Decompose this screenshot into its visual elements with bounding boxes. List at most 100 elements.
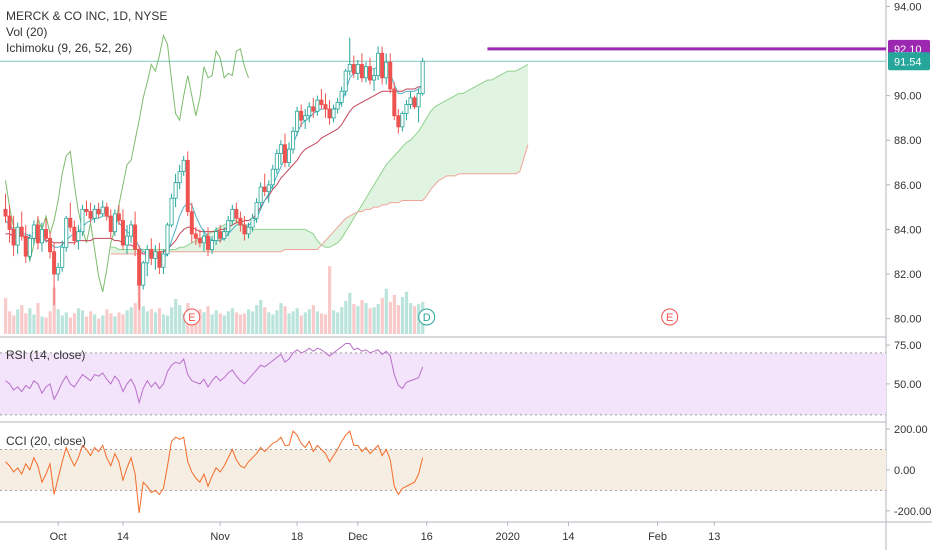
symbol-label[interactable]: MERCK & CO INC, 1D, NYSE — [6, 9, 168, 23]
candle-body — [412, 97, 417, 108]
rsi-band — [0, 352, 886, 415]
volume-bar — [170, 307, 174, 334]
volume-bar — [206, 306, 210, 334]
candle-body — [226, 220, 231, 233]
candle-body — [258, 186, 263, 204]
candle-body — [286, 148, 291, 163]
candle-body — [250, 217, 255, 228]
time-tick-label: 13 — [708, 531, 720, 543]
volume-bar — [133, 303, 137, 334]
volume-bar — [336, 312, 340, 334]
candle-body — [80, 208, 85, 233]
candle-body — [149, 249, 154, 259]
time-tick-label: Feb — [648, 531, 667, 543]
candle-body — [355, 64, 360, 74]
volume-bar — [348, 292, 352, 334]
cci-tick-label: 0.00 — [894, 465, 915, 477]
candle-body — [56, 266, 61, 275]
price-tag — [888, 52, 930, 71]
candle-body — [23, 235, 28, 257]
volume-bar — [319, 313, 324, 334]
price-tick-label: 82.00 — [894, 269, 922, 281]
rsi-tick-label: 50.00 — [894, 379, 922, 391]
volume-bar — [16, 309, 20, 334]
event-marker-label: E — [188, 312, 195, 324]
volume-bar — [368, 308, 372, 334]
volume-bar — [356, 306, 360, 334]
ichimoku-indicator-label[interactable]: Ichimoku (9, 26, 52, 26) — [6, 41, 133, 55]
candle-body — [282, 144, 287, 163]
time-tick-label: 18 — [291, 531, 303, 543]
candle-body — [400, 113, 405, 128]
ichimoku-cloud — [110, 64, 528, 254]
volume-bar — [72, 313, 77, 334]
candle-body — [125, 235, 130, 246]
event-marker — [183, 308, 201, 326]
rsi-label[interactable]: RSI (14, close) — [6, 348, 86, 362]
volume-bar — [80, 310, 85, 334]
time-tick-label: Dec — [348, 531, 368, 543]
cci-label[interactable]: CCI (20, close) — [6, 434, 87, 448]
volume-bar — [117, 312, 121, 334]
event-marker — [418, 308, 436, 326]
candle-body — [218, 231, 223, 239]
volume-bar — [279, 303, 283, 334]
rsi-line — [5, 343, 424, 405]
volume-bar — [267, 312, 271, 334]
candle-body — [88, 211, 93, 219]
candle-body — [331, 108, 336, 119]
candle-body — [3, 208, 8, 217]
cci-band — [0, 449, 886, 491]
volume-bar — [413, 306, 417, 334]
volume-bar — [255, 305, 259, 334]
volume-bar — [48, 311, 52, 334]
volume-bar — [287, 313, 291, 334]
cci-tick-label: -200.00 — [894, 506, 931, 518]
volume-bar — [40, 316, 44, 334]
volume-bar — [157, 308, 162, 334]
volume-bar — [360, 300, 364, 334]
volume-bar — [218, 313, 222, 334]
candle-body — [116, 213, 121, 221]
price-tag-label: 91.54 — [894, 56, 922, 68]
candle-body — [177, 171, 182, 184]
price-tick-label: 80.00 — [894, 314, 922, 326]
candle-body — [234, 208, 239, 219]
volume-bar — [4, 297, 8, 334]
candle-body — [363, 66, 368, 79]
candle-body — [19, 226, 24, 237]
candle-body — [392, 88, 397, 117]
event-marker-label: E — [666, 312, 673, 324]
candle-body — [351, 64, 356, 74]
candle-body — [246, 226, 251, 235]
candle-body — [291, 130, 296, 150]
volume-indicator-label[interactable]: Vol (20) — [6, 25, 48, 39]
volume-bar — [388, 302, 392, 334]
chikou-span-line — [5, 33, 249, 292]
cci-tick-label: 200.00 — [894, 424, 928, 436]
candle-body — [145, 249, 150, 264]
candle-body — [230, 208, 235, 221]
candle-body — [189, 211, 194, 235]
time-tick-label: Nov — [210, 531, 230, 543]
candle-body — [380, 52, 385, 79]
candle-body — [165, 224, 170, 255]
volume-bar — [85, 316, 89, 334]
candle-body — [48, 237, 53, 253]
volume-bar — [182, 313, 186, 334]
volume-bar — [141, 306, 145, 334]
candle-body — [35, 224, 40, 244]
volume-bar — [89, 311, 93, 334]
volume-bar — [97, 318, 101, 334]
volume-bar — [226, 311, 230, 334]
volume-bar — [251, 311, 255, 334]
volume-bar — [121, 314, 125, 334]
candle-body — [408, 97, 413, 105]
candle-body — [120, 220, 125, 246]
candle-body — [173, 182, 178, 199]
candle-body — [327, 108, 332, 119]
volume-bar — [340, 307, 344, 334]
volume-bar — [113, 316, 117, 334]
price-tick-label: 88.00 — [894, 135, 922, 147]
